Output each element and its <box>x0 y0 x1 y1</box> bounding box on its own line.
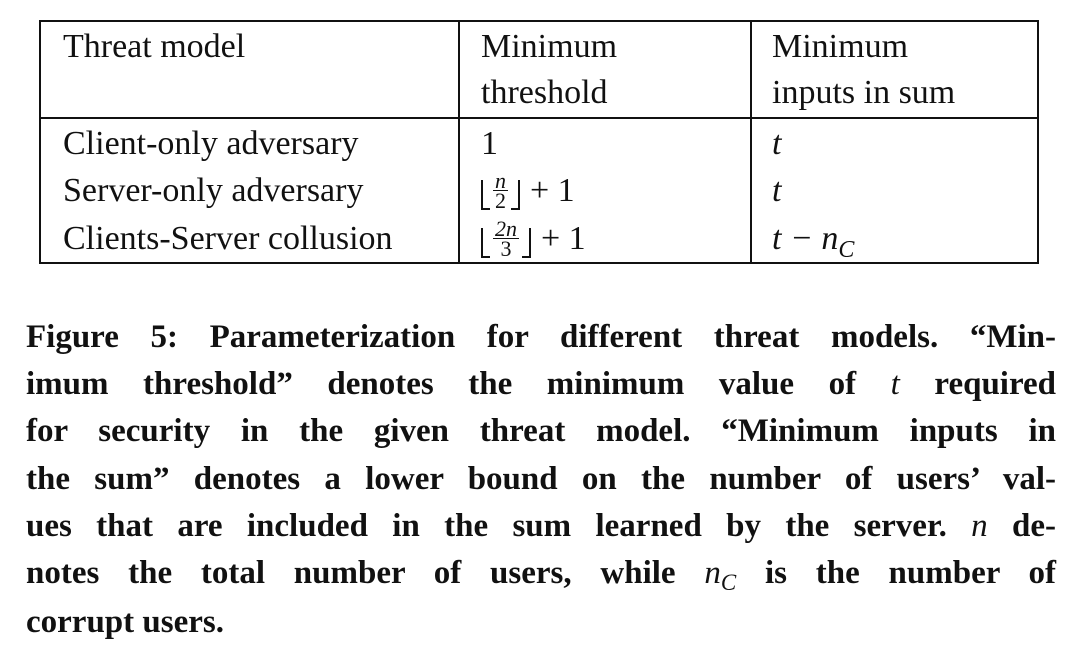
fraction: n 2 <box>493 168 508 213</box>
figure-caption: Figure 5: Parameterization for different… <box>26 314 1056 646</box>
row2-min-threshold: n 2 + 1 <box>481 168 575 219</box>
header-divider <box>41 117 1037 119</box>
threshold-suffix: + 1 <box>541 220 586 257</box>
floor-bracket-right <box>522 228 531 258</box>
caption-line: notes the total number of users, while n… <box>26 550 1056 599</box>
header-minimum-threshold-line1: Minimum <box>481 28 618 65</box>
floor-bracket-left <box>481 228 490 258</box>
fraction-numerator: 2n <box>493 216 519 241</box>
math-variable-t: t <box>890 366 900 403</box>
caption-text: de- <box>1012 507 1057 544</box>
header-minimum-inputs-line2: inputs in sum <box>772 74 956 111</box>
column-divider <box>458 22 460 262</box>
min-inputs-subscript: C <box>838 237 855 263</box>
math-variable-n: n <box>971 507 988 544</box>
caption-line: corrupt users. <box>26 604 224 641</box>
min-inputs-expression: t − n <box>772 220 839 257</box>
floor-expression: n 2 + 1 <box>481 168 575 214</box>
caption-text: required <box>934 366 1057 403</box>
fraction-denominator: 2 <box>495 188 506 213</box>
caption-text: is the number of <box>764 555 1057 592</box>
row1-min-inputs: t <box>772 125 782 162</box>
caption-text: notes the total number of users, while <box>26 555 676 592</box>
caption-line: imum threshold” denotes the minimum valu… <box>26 361 1056 408</box>
caption-line: for security in the given threat model. … <box>26 413 1056 450</box>
caption-text: ues that are included in the sum learned… <box>26 507 947 544</box>
threshold-suffix: + 1 <box>530 172 575 209</box>
math-subscript-c: C <box>720 570 737 596</box>
row3-threat-model: Clients-Server collusion <box>63 220 393 257</box>
floor-bracket-left <box>481 180 490 210</box>
header-minimum-inputs: Minimum inputs in sum <box>772 24 955 116</box>
floor-bracket-right <box>511 180 520 210</box>
row3-min-threshold: 2n 3 + 1 <box>481 216 586 267</box>
caption-line: ues that are included in the sum learned… <box>26 503 1056 550</box>
caption-line: Figure 5: Parameterization for different… <box>26 319 1056 355</box>
column-divider <box>750 22 752 262</box>
header-minimum-threshold: Minimum threshold <box>481 24 617 116</box>
fraction: 2n 3 <box>493 216 519 261</box>
fraction-numerator: n <box>493 168 508 193</box>
row2-threat-model: Server-only adversary <box>63 172 364 209</box>
fraction-denominator: 3 <box>500 236 512 261</box>
threat-model-table: Threat model Minimum threshold Minimum i… <box>39 20 1039 264</box>
math-variable-n: n <box>704 555 721 592</box>
row2-min-inputs: t <box>772 172 782 209</box>
header-minimum-inputs-line1: Minimum <box>772 28 909 65</box>
caption-line: the sum” denotes a lower bound on the nu… <box>26 460 1056 497</box>
header-threat-model: Threat model <box>63 28 246 65</box>
row3-min-inputs: t − nC <box>772 216 854 265</box>
caption-text: imum threshold” denotes the minimum valu… <box>26 366 857 403</box>
header-minimum-threshold-line2: threshold <box>481 74 608 111</box>
row1-threat-model: Client-only adversary <box>63 125 359 162</box>
floor-expression: 2n 3 + 1 <box>481 216 586 262</box>
row1-min-threshold: 1 <box>481 125 498 162</box>
